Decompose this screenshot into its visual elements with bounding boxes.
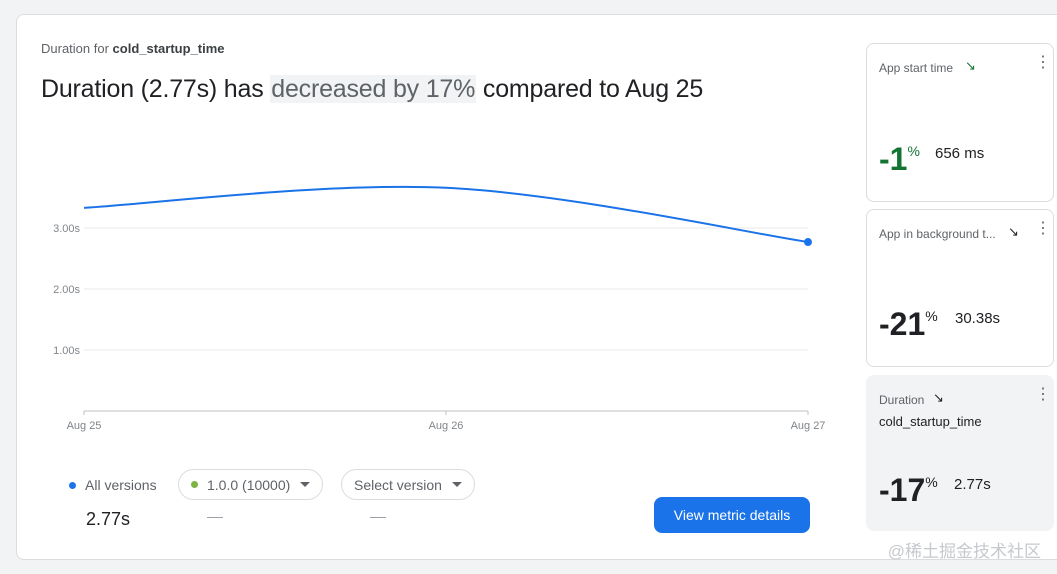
series-line-all-versions: [83, 185, 809, 244]
all-versions-value: 2.77s: [86, 509, 131, 529]
view-metric-details-button[interactable]: View metric details: [654, 497, 810, 533]
legend-dot-icon: [69, 481, 76, 489]
version-chip-label: 1.0.0 (10000): [207, 476, 291, 493]
legend-all-versions-label: All versions: [85, 477, 157, 493]
x-tick-label: Aug 27: [791, 420, 826, 432]
kpi-name: Duration: [879, 393, 925, 407]
duration-line-chart: 3.00s 2.00s 1.00s Aug 25 Aug 26 Aug 27: [53, 185, 826, 432]
series-end-point: [804, 238, 812, 247]
more-vert-icon[interactable]: ⋮: [1035, 220, 1051, 237]
select-version-dropdown[interactable]: Select version: [341, 469, 475, 500]
version-dot-icon: [191, 481, 198, 488]
kpi-name: App in background t...: [879, 227, 996, 241]
kpi-card-app-start-time[interactable]: App start time ↘ ⋮ -1% 656 ms: [866, 43, 1054, 202]
more-vert-icon[interactable]: ⋮: [1035, 386, 1051, 403]
kpi-change: -21%: [879, 306, 938, 342]
y-tick-label: 1.00s: [53, 345, 80, 357]
more-vert-icon[interactable]: ⋮: [1035, 54, 1051, 71]
select-version-label: Select version: [354, 476, 442, 493]
x-tick-label: Aug 25: [67, 420, 102, 432]
kpi-change: -1%: [879, 141, 920, 177]
headline-highlight: decreased by 17%: [270, 75, 477, 103]
kpi-card-duration[interactable]: Duration cold_startup_time ↘ ⋮ -17% 2.77…: [866, 375, 1054, 531]
y-tick-label: 2.00s: [53, 284, 80, 296]
chevron-down-icon: [300, 482, 311, 487]
headline-post: compared to Aug 25: [482, 75, 704, 103]
kpi-value: 656 ms: [935, 145, 985, 162]
metric-card: Duration for cold_startup_time Duration …: [16, 14, 1057, 560]
version-chip-1-0-0[interactable]: 1.0.0 (10000): [178, 469, 324, 500]
subtitle-prefix: Duration for: [41, 41, 109, 56]
trend-down-icon: ↘: [1008, 224, 1019, 239]
y-tick-label: 3.00s: [53, 223, 80, 235]
kpi-card-app-in-background[interactable]: App in background t... ↘ ⋮ -21% 30.38s: [866, 209, 1054, 367]
metric-subtitle: Duration for cold_startup_time: [41, 41, 225, 56]
kpi-change: -17%: [879, 472, 938, 508]
page-title: Duration (2.77s) has decreased by 17% co…: [41, 75, 703, 104]
trend-down-icon: ↘: [965, 58, 976, 73]
select-version-value-empty: [370, 517, 386, 518]
chevron-down-icon: [451, 482, 462, 487]
legend-all-versions: All versions: [69, 477, 157, 493]
headline-pre: Duration (2.77s) has: [41, 75, 264, 103]
kpi-value: 30.38s: [955, 310, 1001, 327]
subtitle-metric-name: cold_startup_time: [112, 41, 225, 56]
kpi-value: 2.77s: [954, 476, 991, 493]
trend-down-icon: ↘: [933, 390, 944, 405]
version-value-empty: [207, 517, 223, 518]
kpi-name: App start time: [879, 61, 954, 75]
kpi-sub: cold_startup_time: [879, 414, 982, 429]
watermark: @稀土掘金技术社区: [887, 542, 1041, 561]
x-tick-label: Aug 26: [429, 420, 464, 432]
